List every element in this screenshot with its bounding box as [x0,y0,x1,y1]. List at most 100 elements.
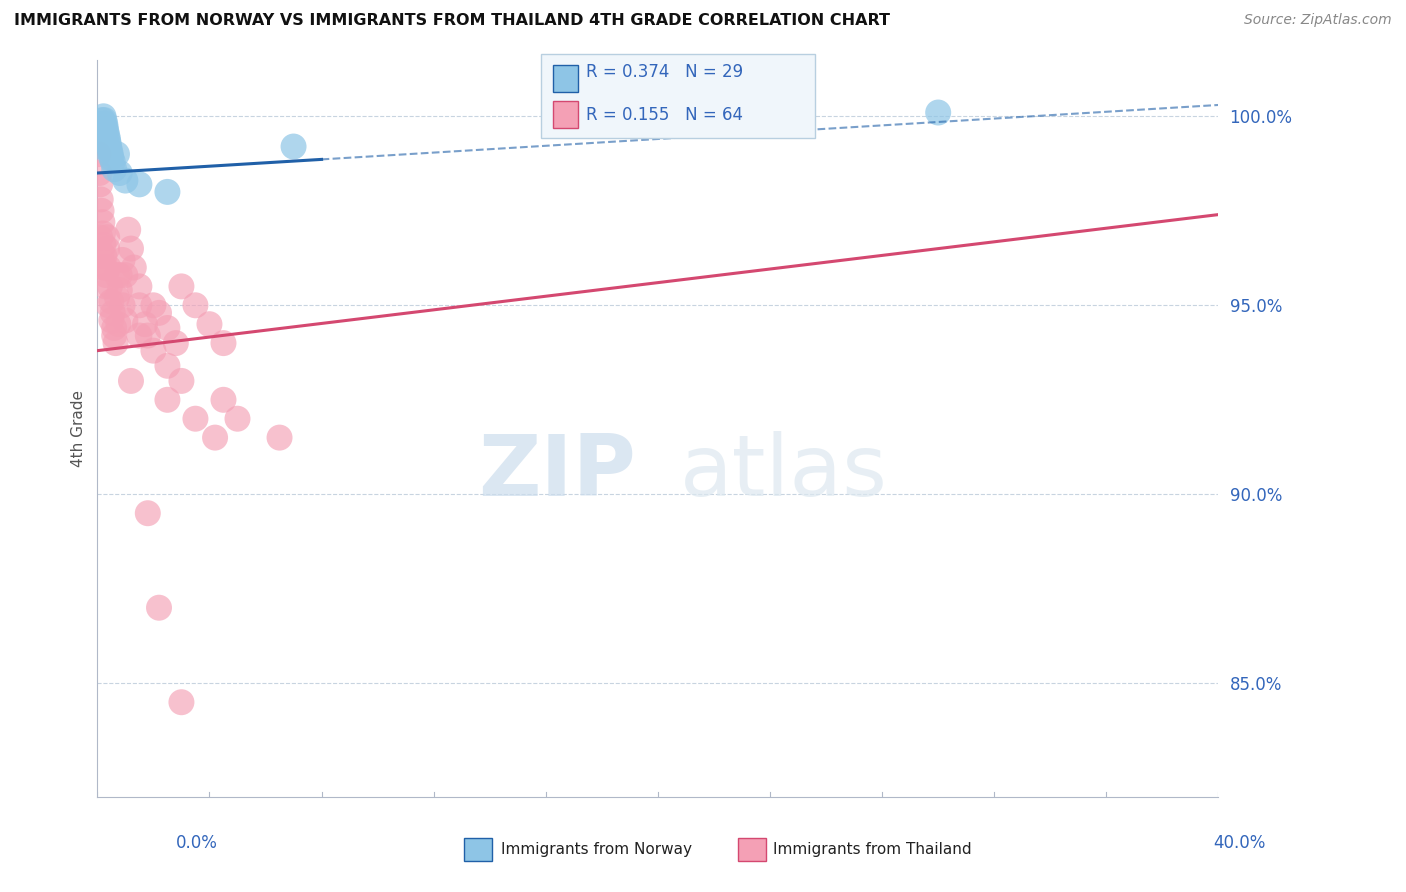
Point [101,154,124,169]
Point [170,695,193,709]
Text: IMMIGRANTS FROM NORWAY VS IMMIGRANTS FROM THAILAND 4TH GRADE CORRELATION CHART: IMMIGRANTS FROM NORWAY VS IMMIGRANTS FRO… [14,13,890,29]
Point [103,328,125,343]
Point [98,139,121,153]
Point [89,178,111,192]
Point [122,260,145,275]
Point [90,117,112,131]
Point [94,117,117,131]
Point [96,242,118,256]
Point [91,260,114,275]
Point [93,109,115,123]
Text: Immigrants from Thailand: Immigrants from Thailand [773,842,972,856]
Point [212,392,235,407]
Point [91,215,114,229]
Point [226,411,249,425]
Text: Source: ZipAtlas.com: Source: ZipAtlas.com [1244,13,1392,28]
Point [104,336,127,351]
Point [142,343,165,358]
Point [198,317,221,331]
Y-axis label: 4th Grade: 4th Grade [72,390,86,467]
Point [96,124,118,138]
Point [156,359,179,373]
Text: 40.0%: 40.0% [1213,834,1265,852]
Point [105,291,128,305]
Point [89,124,111,138]
Point [184,298,207,312]
Point [114,268,136,282]
Point [89,166,111,180]
Point [94,260,117,275]
Point [148,306,170,320]
Text: ZIP: ZIP [478,431,636,514]
Point [105,268,128,282]
Point [91,117,114,131]
Point [94,279,117,293]
Point [128,279,150,293]
Point [97,132,120,146]
Point [156,185,179,199]
Point [204,431,226,445]
Point [103,321,125,335]
Point [89,128,111,143]
Point [93,249,115,263]
Point [93,113,115,128]
Point [91,227,114,241]
Point [93,120,115,135]
Point [120,242,142,256]
Point [98,144,121,158]
Point [269,431,291,445]
Point [283,139,305,153]
Point [136,328,159,343]
Point [108,166,131,180]
Point [108,268,131,282]
Point [170,279,193,293]
Point [89,230,111,244]
Point [94,268,117,282]
Point [184,411,207,425]
Point [105,147,128,161]
Point [927,105,949,120]
Point [117,223,139,237]
Point [165,336,187,351]
Point [156,392,179,407]
Point [212,336,235,351]
Point [90,193,112,207]
Point [90,120,112,135]
Point [87,147,110,161]
Point [97,260,120,275]
Point [101,306,124,320]
Point [90,203,112,218]
Point [100,151,122,165]
Point [120,374,142,388]
Point [128,328,150,343]
Point [103,162,125,177]
Point [90,245,112,260]
Point [128,298,150,312]
Point [100,294,122,309]
Text: atlas: atlas [681,431,889,514]
Point [100,147,122,161]
Point [96,128,118,143]
Point [170,374,193,388]
Point [148,600,170,615]
Point [97,298,120,312]
Point [107,317,129,331]
Point [97,136,120,150]
Point [114,313,136,327]
Point [128,178,150,192]
Point [142,298,165,312]
Text: R = 0.374   N = 29: R = 0.374 N = 29 [586,63,744,81]
Point [114,173,136,187]
Point [100,313,122,327]
Point [93,237,115,252]
Point [94,120,117,135]
Point [111,298,134,312]
Point [87,139,110,153]
Point [156,321,179,335]
Text: Immigrants from Norway: Immigrants from Norway [501,842,692,856]
Point [91,113,114,128]
Point [136,506,159,520]
Point [111,252,134,267]
Text: 0.0%: 0.0% [176,834,218,852]
Point [108,283,131,297]
